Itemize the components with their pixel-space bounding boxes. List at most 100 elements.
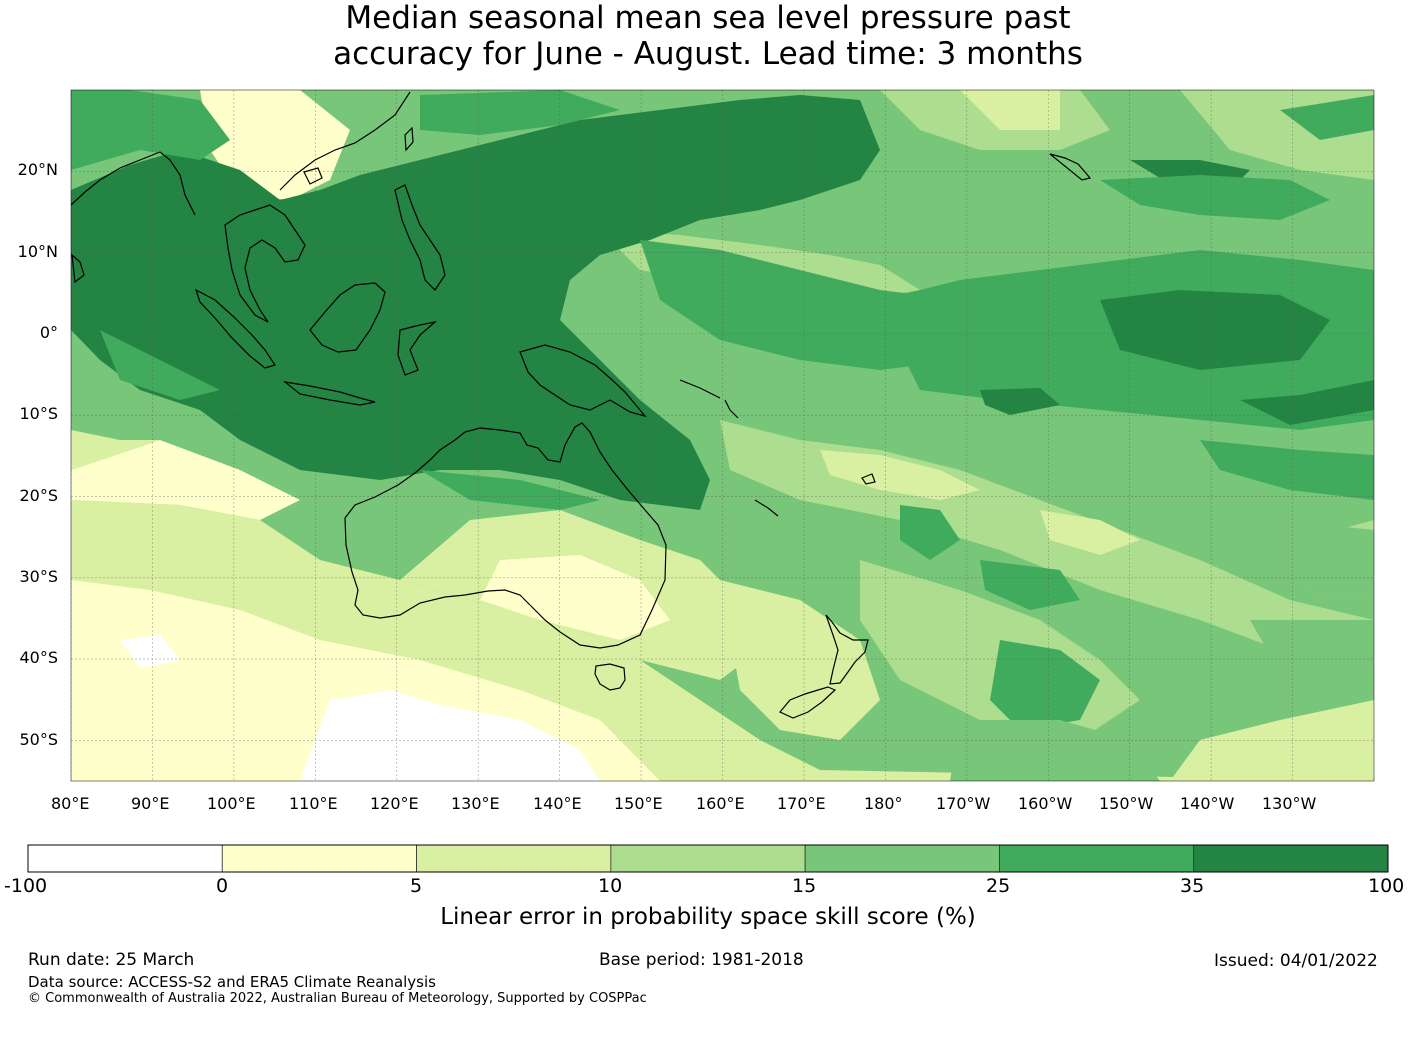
skill-region <box>990 640 1100 730</box>
skill-region <box>300 690 600 781</box>
coastline-java <box>282 381 376 406</box>
colorbar-label: Linear error in probability space skill … <box>440 904 976 930</box>
skill-region <box>1040 510 1140 555</box>
coastline-tasmania <box>594 663 626 691</box>
lat-label: 50°S <box>19 730 58 749</box>
skill-region <box>1240 380 1374 425</box>
skill-region <box>100 330 220 400</box>
skill-score-map <box>70 89 1375 782</box>
colorbar-bin <box>416 844 612 873</box>
colorbar-bin <box>221 844 417 873</box>
coastline-fiji <box>861 473 876 485</box>
colorbar-bin <box>27 844 223 873</box>
coastline-sri-lanka <box>71 253 85 284</box>
lon-label: 130°E <box>451 794 500 813</box>
coastline-china <box>279 91 411 191</box>
coastline-new-caledonia <box>754 499 779 517</box>
lat-label: 30°S <box>19 567 58 586</box>
skill-region <box>1100 175 1330 220</box>
data-source: Data source: ACCESS-S2 and ERA5 Climate … <box>28 973 436 991</box>
coastline-taiwan <box>404 126 414 152</box>
lat-label: 20°N <box>17 160 58 179</box>
coastline-new-zealand-south <box>779 686 837 719</box>
coastline-borneo <box>309 282 386 353</box>
lon-label: 150°W <box>1099 794 1154 813</box>
lon-label: 80°E <box>51 794 90 813</box>
map-title: Median seasonal mean sea level pressure … <box>0 0 1416 72</box>
colorbar-bin <box>804 844 1000 873</box>
colorbar-tick: 10 <box>598 875 623 897</box>
lon-label: 90°E <box>131 794 170 813</box>
graticule <box>71 90 1374 781</box>
colorbar-tick: -100 <box>4 875 48 897</box>
lon-label: 180° <box>864 794 903 813</box>
lon-label: 160°W <box>1018 794 1073 813</box>
colorbar-tick: 5 <box>410 875 423 897</box>
colorbar-tick: 100 <box>1368 875 1405 897</box>
map-frame <box>70 89 1375 782</box>
skill-region <box>71 90 230 170</box>
colorbar-tick: 35 <box>1180 875 1205 897</box>
skill-region <box>420 90 620 135</box>
coastlines <box>71 91 1092 719</box>
copyright: © Commonwealth of Australia 2022, Austra… <box>28 991 647 1006</box>
lon-label: 120°E <box>370 794 419 813</box>
lat-label: 10°S <box>19 404 58 423</box>
colorbar-tick: 25 <box>986 875 1011 897</box>
colorbar-tick: 0 <box>216 875 229 897</box>
skill-region <box>900 505 960 560</box>
colorbar-bin <box>1193 844 1389 873</box>
skill-field <box>71 90 1374 781</box>
lon-label: 100°E <box>207 794 256 813</box>
skill-region <box>71 95 880 510</box>
lat-label: 20°S <box>19 486 58 505</box>
skill-region <box>1200 520 1374 600</box>
skill-region <box>71 430 160 470</box>
coastline-philippines <box>394 184 446 291</box>
skill-region <box>420 470 600 510</box>
title-line-1: Median seasonal mean sea level pressure … <box>345 0 1071 36</box>
skill-region <box>960 90 1060 130</box>
coastline-vanuatu <box>724 399 739 419</box>
lat-label: 0° <box>39 323 58 342</box>
lon-label: 170°W <box>936 794 991 813</box>
colorbar-tick: 15 <box>792 875 817 897</box>
skill-region <box>120 635 180 668</box>
colorbar-frame <box>27 844 1389 873</box>
skill-region <box>1250 620 1374 700</box>
skill-region <box>980 388 1060 415</box>
lon-label: 160°E <box>696 794 745 813</box>
skill-region <box>1280 95 1374 140</box>
coastline-india <box>71 151 196 216</box>
coastline-hawaii <box>1049 153 1092 181</box>
lat-label: 10°N <box>17 242 58 261</box>
coastline-sulawesi <box>397 320 438 376</box>
coastline-new-guinea <box>519 344 647 418</box>
coastline-australia <box>344 422 667 649</box>
lat-label: 40°S <box>19 648 58 667</box>
title-line-2: accuracy for June - August. Lead time: 3… <box>333 36 1083 72</box>
lon-label: 140°W <box>1180 794 1235 813</box>
coastline-indochina <box>224 204 306 323</box>
skill-region <box>1200 440 1374 500</box>
skill-region <box>980 560 1080 610</box>
colorbar-bin <box>999 844 1195 873</box>
run-date: Run date: 25 March <box>28 950 195 970</box>
issued-date: Issued: 04/01/2022 <box>1214 951 1378 971</box>
lon-label: 110°E <box>289 794 338 813</box>
skill-region <box>1130 160 1250 180</box>
skill-region <box>950 720 1160 781</box>
base-period: Base period: 1981-2018 <box>599 950 804 970</box>
coastline-hainan <box>303 167 323 185</box>
colorbar-bin <box>610 844 806 873</box>
coastline-sumatra <box>194 288 276 369</box>
skill-region <box>720 580 880 740</box>
lon-label: 170°E <box>777 794 826 813</box>
colorbar-bins <box>27 844 1389 873</box>
skill-region <box>1100 290 1330 370</box>
lon-label: 130°W <box>1262 794 1317 813</box>
skill-region <box>820 450 980 500</box>
skill-region <box>480 555 670 640</box>
lon-label: 150°E <box>614 794 663 813</box>
coastline-solomon-islands <box>679 379 721 399</box>
